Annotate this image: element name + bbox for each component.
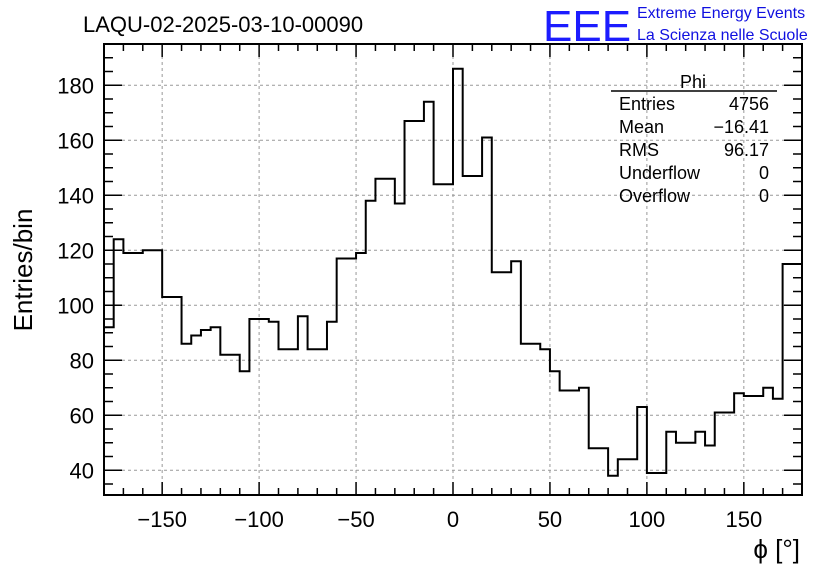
histogram-bin bbox=[279, 349, 298, 495]
histogram-bin bbox=[492, 272, 511, 495]
histogram-bin bbox=[298, 316, 308, 495]
x-tick-label: −100 bbox=[234, 507, 284, 532]
y-tick-label: 40 bbox=[70, 458, 94, 483]
histogram-bin bbox=[327, 322, 337, 495]
histogram-bin bbox=[579, 388, 589, 495]
histogram-bin bbox=[540, 349, 550, 495]
y-tick-label: 160 bbox=[57, 128, 94, 153]
histogram-bin bbox=[560, 391, 579, 496]
histogram-bin bbox=[773, 399, 783, 495]
histogram-bin bbox=[182, 344, 192, 495]
histogram-outline bbox=[104, 67, 802, 477]
histogram-bin bbox=[666, 432, 676, 495]
histogram-bin bbox=[123, 253, 142, 495]
histogram-bin bbox=[337, 259, 356, 496]
histogram-bin bbox=[676, 443, 695, 495]
stats-value: 4756 bbox=[729, 94, 769, 114]
histogram-bin bbox=[521, 344, 540, 495]
logo-line-1: Extreme Energy Events bbox=[637, 5, 805, 22]
stats-value: −16.41 bbox=[713, 117, 769, 137]
histogram-bin bbox=[269, 322, 279, 495]
histogram-bin bbox=[453, 69, 463, 495]
histogram-bin bbox=[434, 184, 453, 495]
histogram-bin bbox=[763, 388, 773, 495]
histogram-bin bbox=[249, 319, 268, 495]
stats-label: Entries bbox=[619, 94, 675, 114]
x-tick-label: −50 bbox=[337, 507, 374, 532]
histogram-bin bbox=[463, 176, 482, 495]
histogram-bin bbox=[647, 473, 666, 495]
stats-value: 96.17 bbox=[724, 140, 769, 160]
histogram-bin bbox=[308, 349, 327, 495]
y-tick-label: 120 bbox=[57, 238, 94, 263]
histogram-bin bbox=[201, 330, 211, 495]
logo-mark: EEE bbox=[543, 2, 631, 51]
stats-label: RMS bbox=[619, 140, 659, 160]
histogram-bin bbox=[375, 179, 394, 495]
y-tick-label: 180 bbox=[57, 73, 94, 98]
histogram bbox=[104, 67, 802, 496]
stats-label: Underflow bbox=[619, 163, 701, 183]
histogram-bin bbox=[783, 264, 802, 495]
histogram-bin bbox=[162, 297, 181, 495]
histogram-bin bbox=[405, 121, 424, 495]
histogram-bin bbox=[240, 371, 250, 495]
histogram-bin bbox=[608, 476, 618, 495]
x-tick-label: 0 bbox=[447, 507, 459, 532]
y-tick-label: 140 bbox=[57, 183, 94, 208]
x-tick-label: −150 bbox=[137, 507, 187, 532]
histogram-bin bbox=[705, 446, 715, 496]
histogram-bin bbox=[395, 204, 405, 496]
stats-rows: Entries 4756 Mean −16.41 RMS 96.17 Underflow 0 O… bbox=[619, 94, 769, 206]
x-tick-label: 50 bbox=[538, 507, 562, 532]
x-tick-label: 150 bbox=[725, 507, 762, 532]
histogram-bin bbox=[143, 250, 162, 495]
y-tick-label: 60 bbox=[70, 403, 94, 428]
histogram-bin bbox=[356, 253, 366, 495]
histogram-bin bbox=[744, 396, 763, 495]
histogram-bin bbox=[220, 355, 239, 495]
x-tick-label: 100 bbox=[629, 507, 666, 532]
histogram-bin bbox=[482, 138, 492, 496]
histogram-bin bbox=[424, 102, 434, 495]
x-tick-labels: −150 −100 −50 0 50 100 150 bbox=[137, 507, 762, 532]
y-tick-label: 80 bbox=[70, 348, 94, 373]
histogram-bin bbox=[695, 432, 705, 495]
x-axis-label: ϕ [°] bbox=[753, 534, 800, 564]
histogram-bin bbox=[734, 393, 744, 495]
histogram-bin bbox=[637, 407, 647, 495]
histogram-bin bbox=[366, 201, 376, 495]
stats-box: Phi Entries 4756 Mean −16.41 RMS 96.17 Underfl… bbox=[611, 72, 777, 206]
histogram-bin bbox=[114, 239, 124, 495]
y-tick-label: 100 bbox=[57, 293, 94, 318]
histogram-bin bbox=[715, 413, 734, 496]
y-tick-labels: 40 60 80 100 120 140 160 180 bbox=[57, 73, 94, 483]
histogram-bin bbox=[589, 448, 608, 495]
axis-ticks bbox=[103, 43, 803, 495]
stats-title: Phi bbox=[680, 72, 706, 92]
chart-title: LAQU-02-2025-03-10-00090 bbox=[83, 12, 363, 37]
y-axis-label: Entries/bin bbox=[8, 209, 38, 332]
histogram-bin bbox=[511, 261, 521, 495]
eee-logo: EEE Extreme Energy Events La Scienza nel… bbox=[543, 2, 808, 51]
histogram-bin bbox=[550, 371, 560, 495]
histogram-bin bbox=[191, 336, 201, 496]
stats-label: Overflow bbox=[619, 186, 691, 206]
stats-value: 0 bbox=[759, 186, 769, 206]
stats-label: Mean bbox=[619, 117, 664, 137]
logo-line-2: La Scienza nelle Scuole bbox=[637, 27, 808, 44]
histogram-bin bbox=[211, 327, 221, 495]
stats-value: 0 bbox=[759, 163, 769, 183]
